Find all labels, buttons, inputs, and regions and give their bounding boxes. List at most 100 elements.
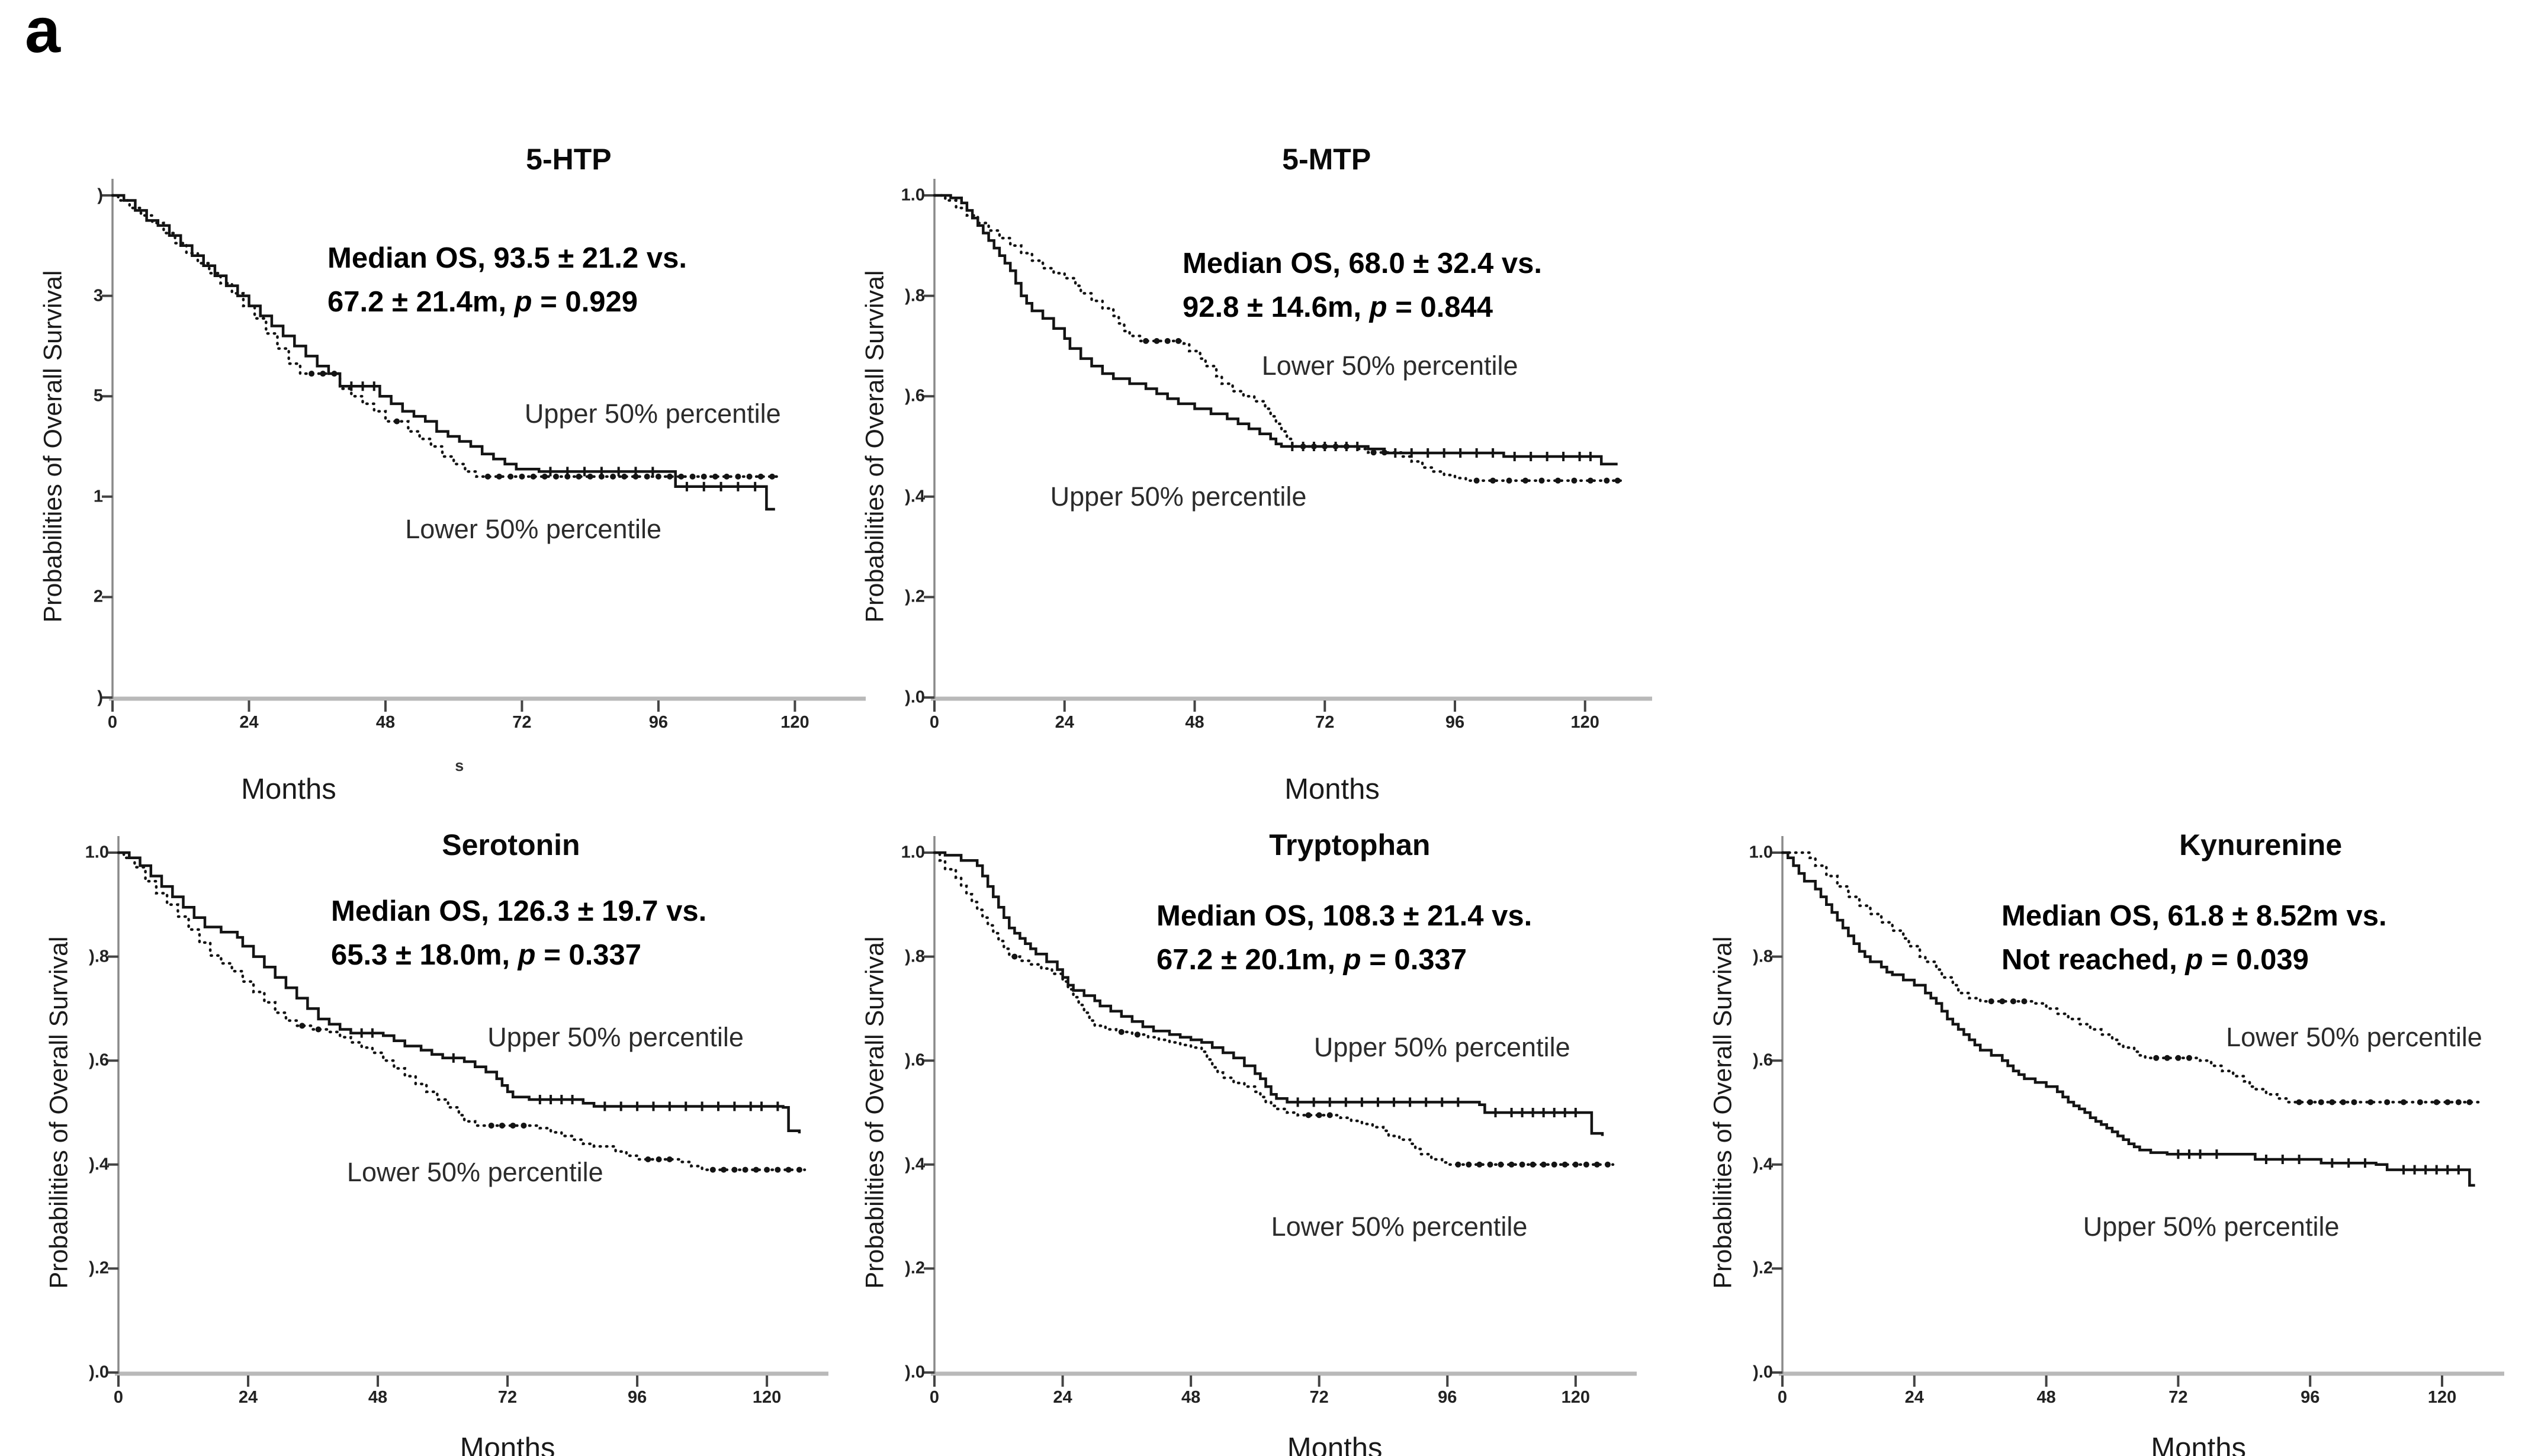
y-tick-label: 1.0	[901, 843, 925, 862]
y-tick-label: 1.0	[901, 185, 925, 205]
y-tick-label: ).0	[89, 1362, 109, 1382]
survival-plot	[924, 836, 1637, 1387]
x-tick-label: 48	[1181, 1388, 1201, 1407]
p-symbol: p	[518, 939, 536, 972]
y-tick-label: ).4	[905, 1155, 925, 1174]
stats-line-2: 65.3 ± 18.0m,	[331, 939, 518, 972]
km-panel-tryptophan: Tryptophan Median OS, 108.3 ± 21.4 vs. 6…	[861, 828, 1637, 1456]
x-tick-label: 120	[2427, 1388, 2457, 1407]
x-tick-label: 48	[375, 713, 396, 732]
y-tick-label: 5	[93, 386, 103, 406]
x-tick-label: 96	[1445, 713, 1465, 732]
stats-line-1: Median OS, 108.3 ± 21.4 vs.	[1156, 900, 1533, 932]
y-tick-label: ).6	[1753, 1050, 1773, 1070]
y-axis-title: Probabilities of Overall Survival	[38, 270, 68, 623]
x-tick-label: 0	[929, 1388, 940, 1407]
x-tick-label: 24	[239, 713, 259, 732]
y-tick-label: ).2	[89, 1258, 109, 1278]
x-axis-title: Months	[2151, 1432, 2247, 1456]
x-axis-title: Months	[1284, 773, 1380, 805]
y-tick-label: ).2	[905, 587, 925, 606]
x-tick-label: 96	[1438, 1388, 1457, 1407]
p-value: = 0.844	[1387, 291, 1493, 324]
km-panel-5mtp: 5-MTP Median OS, 68.0 ± 32.4 vs. 92.8 ± …	[861, 143, 1652, 805]
y-tick-label: ).8	[905, 286, 925, 306]
p-symbol: p	[514, 286, 532, 319]
x-axis-title: Months	[1287, 1432, 1383, 1456]
p-symbol: p	[1369, 291, 1387, 324]
y-tick-label: 3	[93, 286, 103, 306]
stats-line-1: Median OS, 68.0 ± 32.4 vs.	[1183, 248, 1543, 279]
x-tick-label: 0	[929, 713, 940, 732]
x-tick-label: 72	[2168, 1388, 2188, 1407]
km-curve-solid	[934, 194, 1618, 465]
x-tick-label: 120	[1561, 1388, 1591, 1407]
km-panel-5htp: 5-HTP Median OS, 93.5 ± 21.2 vs. 67.2 ± …	[39, 143, 866, 805]
y-tick-label: ).0	[905, 687, 925, 707]
curve-label-upper-percentile: Upper 50% percentile	[487, 1021, 744, 1052]
km-curve-dotted	[933, 851, 1615, 1166]
y-axis-title: Probabilities of Overall Survival	[860, 270, 889, 623]
y-axis-title: Probabilities of Overall Survival	[860, 936, 889, 1289]
y-tick-label: ).0	[905, 1362, 925, 1382]
survival-plot	[1772, 836, 2504, 1387]
x-tick-label: 48	[2036, 1388, 2056, 1407]
x-axis-title: Months	[460, 1432, 555, 1456]
km-curve-solid	[118, 851, 801, 1134]
y-tick-label: ).4	[905, 487, 925, 506]
p-symbol: p	[1343, 944, 1361, 976]
km-curve-solid	[934, 851, 1604, 1136]
panel-title: 5-MTP	[1282, 143, 1371, 176]
stats-line-1: Median OS, 61.8 ± 8.52m vs.	[2001, 900, 2387, 932]
y-tick-label: ).4	[1753, 1155, 1773, 1174]
p-value: = 0.929	[532, 286, 638, 319]
x-tick-label: 24	[1904, 1388, 1924, 1407]
x-tick-label: 72	[497, 1388, 518, 1407]
km-curve-dotted	[117, 851, 807, 1171]
km-curve-solid	[113, 194, 775, 511]
x-tick-label: 96	[2301, 1388, 2320, 1407]
x-tick-label: 72	[1315, 713, 1335, 732]
median-os-stats: Median OS, 126.3 ± 19.7 vs. 65.3 ± 18.0m…	[331, 889, 706, 978]
curve-label-lower-percentile: Lower 50% percentile	[1271, 1211, 1528, 1242]
y-axis-title: Probabilities of Overall Survival	[1708, 936, 1737, 1289]
curve-label-lower-percentile: Lower 50% percentile	[1261, 351, 1518, 381]
median-os-stats: Median OS, 108.3 ± 21.4 vs. 67.2 ± 20.1m…	[1156, 894, 1532, 982]
y-tick-label: )	[97, 185, 103, 205]
stats-line-1: Median OS, 93.5 ± 21.2 vs.	[327, 242, 687, 274]
median-os-stats: Median OS, 61.8 ± 8.52m vs. Not reached,…	[2001, 894, 2387, 982]
y-tick-label: ).0	[1753, 1362, 1773, 1382]
curve-label-upper-percentile: Upper 50% percentile	[524, 398, 781, 429]
y-tick-label: ).2	[1753, 1258, 1773, 1278]
p-value: = 0.039	[2203, 944, 2309, 976]
y-tick-label: ).8	[1753, 947, 1773, 966]
x-tick-label: 72	[512, 713, 532, 732]
km-panel-serotonin: Serotonin Median OS, 126.3 ± 19.7 vs. 65…	[45, 828, 828, 1456]
x-tick-label: 0	[107, 713, 118, 732]
p-symbol: p	[2185, 944, 2203, 976]
survival-plot	[108, 836, 828, 1387]
panel-title: Serotonin	[442, 828, 580, 862]
y-tick-label: ).4	[89, 1155, 109, 1174]
y-tick-label: ).8	[89, 947, 109, 966]
p-value: = 0.337	[535, 939, 642, 972]
x-tick-label: 24	[1053, 1388, 1072, 1407]
km-curve-solid	[1782, 851, 2475, 1187]
panel-title: 5-HTP	[526, 143, 612, 176]
km-curve-dotted	[1781, 851, 2482, 1104]
x-tick-label: 120	[1570, 713, 1599, 732]
y-tick-label: 1	[93, 487, 103, 506]
y-tick-label: ).8	[905, 947, 925, 966]
y-tick-label: 1.0	[1749, 843, 1773, 862]
p-value: = 0.337	[1361, 944, 1467, 976]
survival-plot	[102, 179, 866, 712]
x-tick-label: 96	[648, 713, 669, 732]
x-tick-label: 72	[1309, 1388, 1329, 1407]
axis-artifact-text: s	[455, 757, 464, 774]
x-tick-label: 120	[780, 713, 809, 732]
panel-title: Kynurenine	[2179, 828, 2343, 862]
y-axis-title: Probabilities of Overall Survival	[44, 936, 73, 1289]
curve-label-lower-percentile: Lower 50% percentile	[405, 513, 662, 544]
km-panel-kynurenine: Kynurenine Median OS, 61.8 ± 8.52m vs. N…	[1709, 828, 2504, 1456]
